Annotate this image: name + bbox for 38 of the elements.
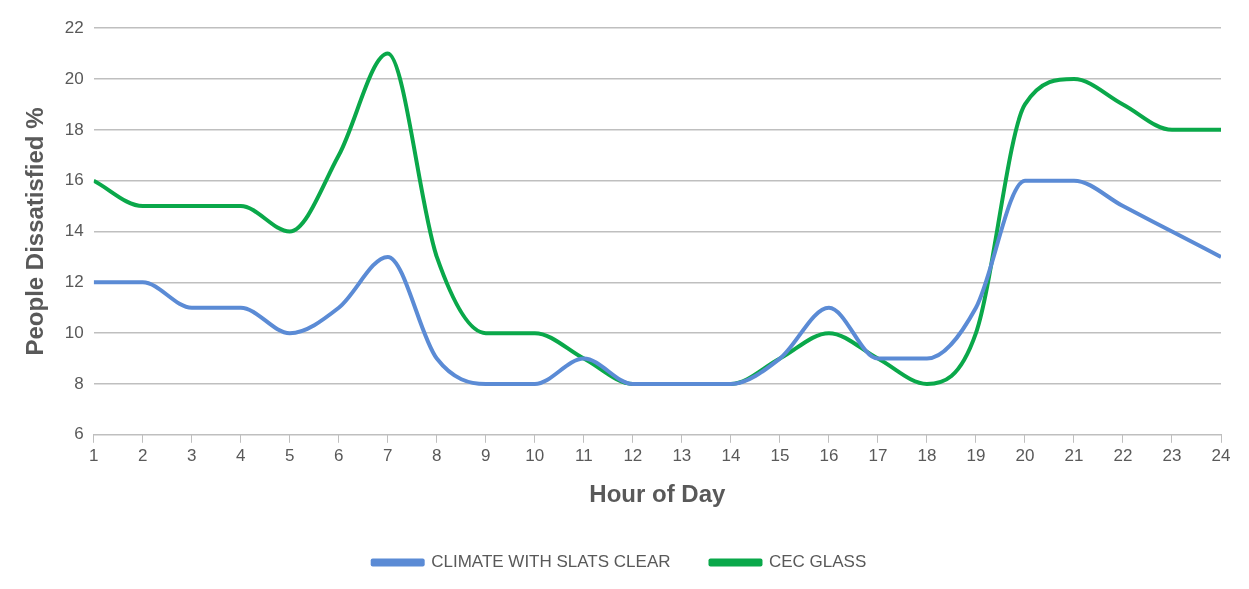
x-tick-label: 1: [88, 445, 99, 465]
x-tick-label: 4: [236, 445, 246, 465]
x-tick-label: 9: [481, 445, 491, 465]
y-tick-label: 14: [64, 221, 84, 241]
x-tick-label: 11: [575, 445, 593, 465]
x-axis-title: Hour of Day: [589, 480, 727, 508]
x-tick-label: 19: [966, 445, 986, 465]
x-tick-label: 2: [137, 445, 148, 465]
line-series: [93, 178, 1221, 386]
x-tick-label: 20: [1015, 445, 1035, 465]
x-tick-label: 7: [383, 445, 393, 465]
y-tick-label: 22: [64, 17, 84, 37]
x-tick-label: 8: [432, 445, 442, 465]
x-tick-label: 6: [334, 445, 344, 465]
legend-label: CLIMATE WITH SLATS CLEAR: [431, 552, 671, 572]
x-tick-label: 12: [623, 445, 643, 465]
x-tick-label: 3: [187, 445, 197, 465]
y-tick-label: 12: [64, 272, 84, 292]
x-tick-label: 13: [672, 445, 692, 465]
x-tick-label: 16: [819, 445, 839, 465]
x-tick-label: 15: [770, 445, 790, 465]
x-tick-label: 18: [917, 445, 937, 465]
y-tick-label: 16: [64, 170, 84, 190]
x-tick-label: 23: [1162, 445, 1182, 465]
x-tick-label: 5: [285, 445, 295, 465]
x-tick-label: 21: [1064, 445, 1084, 465]
x-tick-label: 10: [525, 445, 545, 465]
x-tick-label: 22: [1113, 445, 1133, 465]
y-tick-label: 8: [74, 373, 84, 393]
y-tick-label: 20: [64, 68, 84, 88]
y-tick-label: 10: [64, 322, 84, 342]
x-tick-label: 24: [1211, 445, 1231, 465]
x-tick-label: 14: [721, 445, 741, 465]
x-tick-label: 17: [868, 445, 888, 465]
y-axis-title: People Dissatisfied %: [21, 107, 49, 356]
legend-label: CEC GLASS: [768, 552, 867, 572]
y-tick-label: 18: [64, 119, 84, 139]
y-tick-label: 6: [74, 424, 84, 444]
